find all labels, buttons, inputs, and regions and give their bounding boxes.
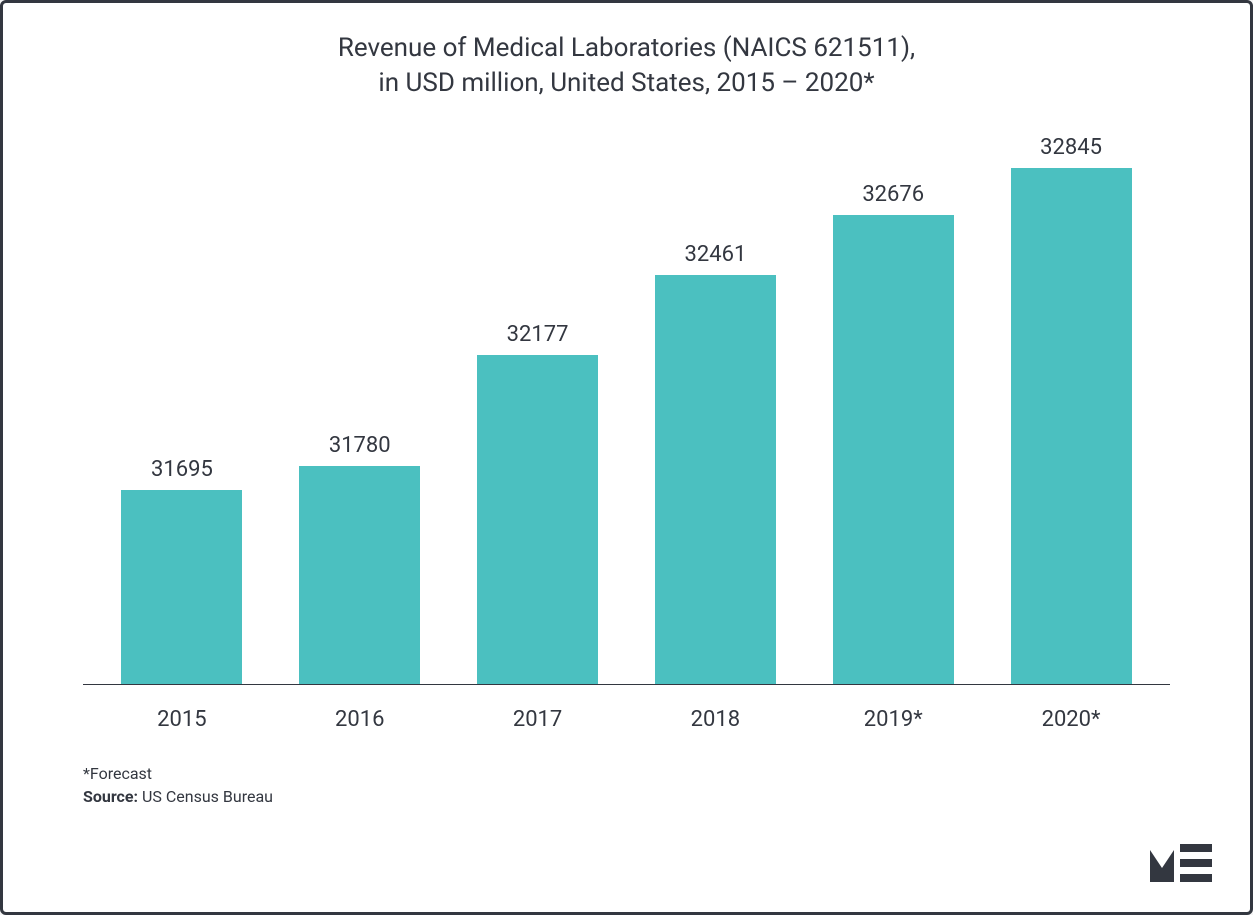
source-line: Source: US Census Bureau — [83, 787, 1170, 806]
bar-rect — [477, 355, 598, 685]
bar-value-label: 31695 — [151, 457, 213, 482]
bar-rect — [1011, 168, 1132, 685]
source-value: US Census Bureau — [142, 787, 273, 806]
chart-title: Revenue of Medical Laboratories (NAICS 6… — [3, 3, 1250, 125]
xaxis-label: 2020* — [982, 707, 1160, 732]
bar-rect — [299, 466, 420, 684]
bar-slot: 31780 — [271, 433, 449, 684]
bar-slot: 32845 — [982, 135, 1160, 685]
brand-logo-icon — [1150, 844, 1212, 882]
bar-slot: 32461 — [626, 242, 804, 684]
plot-area: 316953178032177324613267632845 201520162… — [83, 125, 1170, 732]
bar-value-label: 32461 — [684, 242, 746, 267]
source-label: Source: — [83, 787, 138, 806]
bar-rect — [121, 490, 242, 685]
bar-value-label: 32845 — [1040, 135, 1102, 160]
chart-footer: *Forecast Source: US Census Bureau — [3, 732, 1250, 834]
xaxis-label: 2017 — [449, 707, 627, 732]
xaxis-label: 2019* — [804, 707, 982, 732]
xaxis-label: 2015 — [93, 707, 271, 732]
bar-value-label: 32676 — [862, 182, 924, 207]
bar-slot: 32676 — [804, 182, 982, 684]
bar-rect — [833, 215, 954, 684]
title-line-1: Revenue of Medical Laboratories (NAICS 6… — [43, 31, 1210, 66]
bar-slot: 32177 — [449, 322, 627, 685]
bar-value-label: 31780 — [329, 433, 391, 458]
bars-row: 31695 31780 32177 32461 32676 32845 — [83, 125, 1170, 685]
xaxis-label: 2016 — [271, 707, 449, 732]
chart-card: Revenue of Medical Laboratories (NAICS 6… — [0, 0, 1253, 915]
bar-value-label: 32177 — [507, 322, 569, 347]
bar-rect — [655, 275, 776, 684]
bar-slot: 31695 — [93, 457, 271, 685]
forecast-note: *Forecast — [83, 764, 1170, 783]
title-line-2: in USD million, United States, 2015 – 20… — [43, 66, 1210, 101]
xaxis-row: 20152016201720182019*2020* — [83, 685, 1170, 732]
xaxis-label: 2018 — [626, 707, 804, 732]
